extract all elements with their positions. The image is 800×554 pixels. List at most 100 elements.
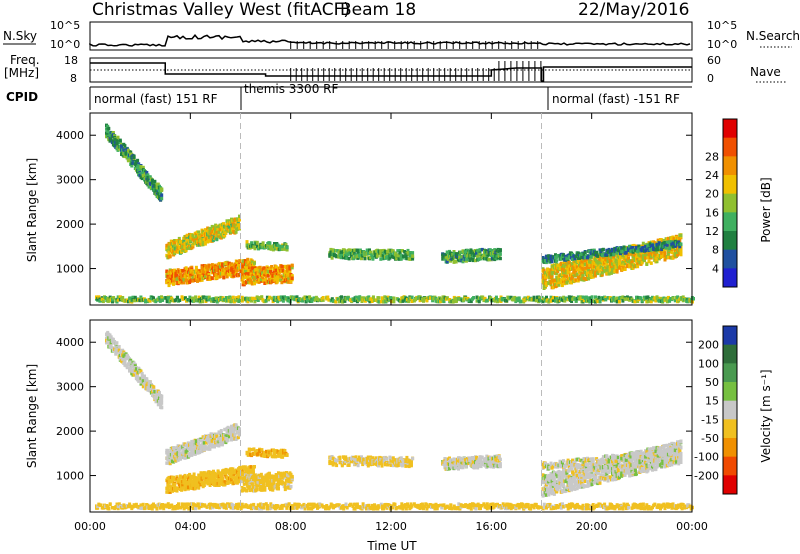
data-cell [224, 231, 228, 235]
data-cell [221, 262, 225, 267]
data-cell [189, 274, 193, 278]
data-cell [583, 270, 587, 274]
data-cell [166, 274, 170, 279]
data-cell [197, 481, 201, 486]
data-cell [405, 256, 409, 261]
data-cell [392, 299, 396, 304]
freq-label: Freq. [10, 53, 40, 67]
data-cell [593, 257, 597, 262]
data-cell [166, 482, 170, 487]
data-cell [575, 272, 579, 277]
data-cell [505, 299, 509, 303]
data-cell [191, 273, 195, 277]
data-cell [410, 295, 414, 300]
data-cell [584, 295, 588, 299]
data-cell [403, 250, 407, 254]
data-cell [627, 253, 630, 257]
data-cell [168, 490, 172, 494]
data-cell [353, 248, 357, 252]
data-cell [172, 249, 176, 253]
data-cell [286, 269, 290, 273]
data-cell [245, 266, 249, 270]
data-cell [656, 296, 660, 301]
data-cell [273, 272, 277, 277]
data-cell [349, 254, 353, 259]
data-cell [570, 295, 574, 300]
data-cell [554, 253, 557, 257]
data-cell [293, 297, 297, 302]
data-cell [379, 257, 383, 261]
data-cell [628, 298, 632, 302]
data-cell [245, 280, 249, 285]
freq-tick-high: 18 [64, 54, 78, 67]
data-cell [165, 246, 169, 250]
data-cell [257, 278, 261, 282]
data-cell [283, 269, 287, 274]
data-cell [461, 249, 465, 253]
data-cell [267, 297, 270, 302]
data-cell [305, 295, 309, 300]
data-cell [113, 340, 117, 344]
data-cell [185, 246, 189, 251]
data-cell [358, 252, 362, 256]
data-cell [124, 151, 128, 155]
data-cell [306, 299, 310, 303]
data-cell [648, 247, 652, 252]
colorbar-swatch [723, 231, 737, 251]
data-cell [576, 251, 580, 256]
data-cell [556, 264, 560, 268]
data-cell [173, 240, 177, 245]
data-cell [671, 245, 675, 249]
data-cell [396, 249, 400, 253]
data-cell [354, 295, 358, 300]
data-cell [117, 348, 121, 353]
data-cell [170, 296, 174, 301]
data-cell [170, 455, 174, 459]
data-cell [606, 259, 610, 264]
data-cell [587, 268, 591, 272]
data-cell [663, 253, 667, 258]
data-cell [559, 280, 563, 285]
data-cell [169, 271, 173, 275]
data-cell [477, 257, 481, 261]
data-cell [101, 299, 105, 304]
data-cell [111, 299, 114, 304]
data-cell [268, 244, 272, 249]
freq-panel: Freq. [MHz] 18 8 60 0 Nave [4, 53, 786, 85]
data-cell [197, 441, 201, 446]
data-cell [649, 254, 653, 259]
data-cell [190, 479, 194, 484]
data-cell [677, 236, 681, 241]
data-cell [619, 256, 622, 260]
data-cell [615, 296, 619, 300]
data-cell [469, 250, 473, 254]
data-cell [570, 299, 574, 303]
data-cell [203, 239, 207, 244]
nsky-label: N.Sky [3, 29, 37, 43]
data-cell [476, 248, 480, 253]
data-cell [464, 257, 468, 261]
data-cell [250, 260, 254, 265]
data-cell [209, 470, 213, 475]
data-cell [146, 173, 150, 177]
colorbar-swatch [723, 156, 737, 176]
data-cell [181, 297, 185, 301]
data-cell [134, 367, 138, 371]
data-cell [287, 276, 291, 280]
data-cell [415, 296, 419, 301]
data-cell [410, 299, 414, 303]
data-cell [269, 247, 273, 251]
data-cell [167, 283, 171, 288]
data-cell [148, 380, 152, 384]
data-cell [621, 299, 625, 303]
data-cell [263, 281, 267, 285]
data-cell [194, 234, 198, 239]
data-cell [226, 267, 230, 271]
colorbar-tick-label: 16 [705, 206, 719, 219]
data-cell [107, 342, 111, 346]
data-cell [363, 256, 367, 261]
data-cell [651, 250, 654, 255]
data-cell [567, 295, 571, 299]
data-cell [107, 126, 111, 131]
data-cell [287, 280, 291, 284]
